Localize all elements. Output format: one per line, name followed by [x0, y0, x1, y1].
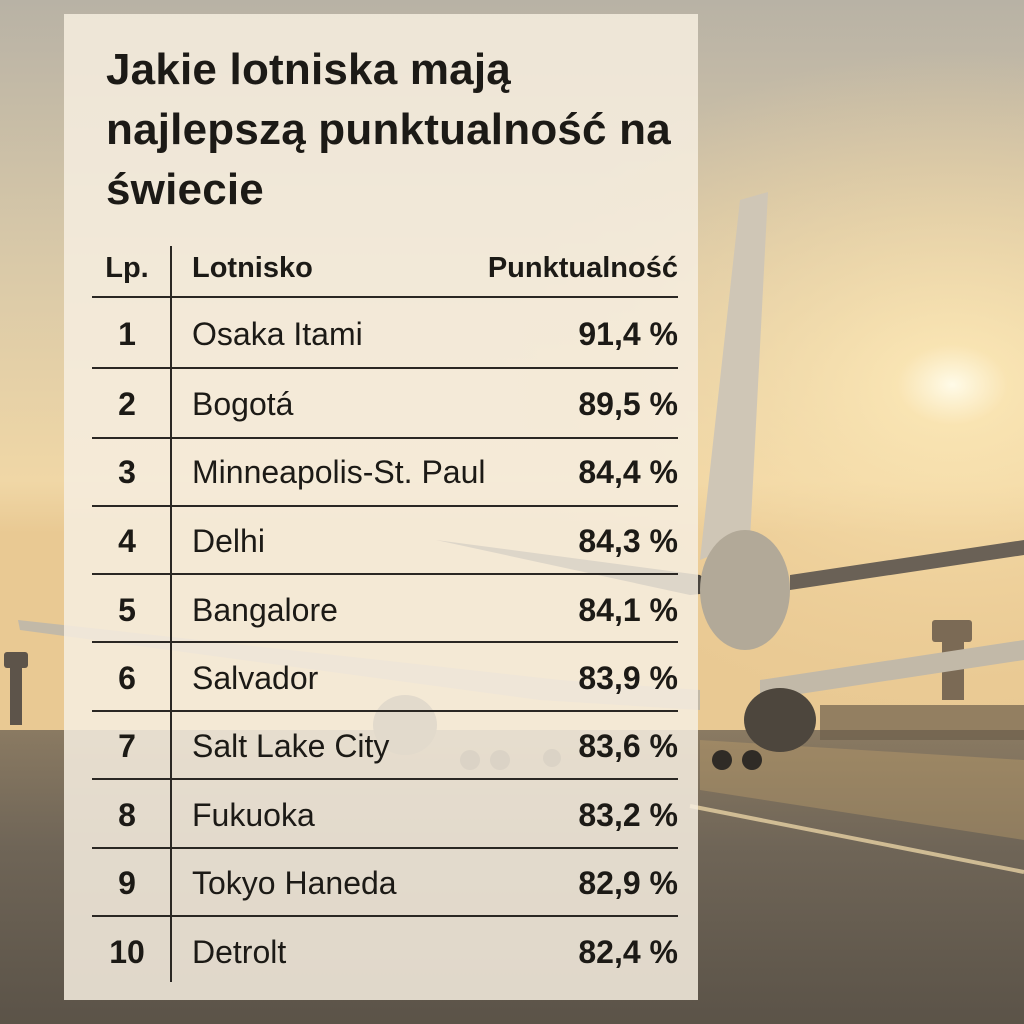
punctuality-cell: 84,1 %: [578, 592, 678, 628]
row-rule: [92, 505, 678, 507]
airport-cell: Salvador: [192, 660, 319, 696]
punctuality-cell: 83,9 %: [578, 660, 678, 696]
column-divider: [170, 246, 172, 982]
rank-cell: 6: [118, 660, 136, 696]
table-panel: [64, 14, 698, 1000]
table-row: 6 Salvador 83,9 %: [92, 644, 678, 712]
row-rule: [92, 915, 678, 917]
rank-cell: 1: [118, 316, 136, 352]
punctuality-cell: 82,4 %: [578, 934, 678, 970]
rank-cell: 3: [118, 454, 136, 490]
airport-cell: Minneapolis-St. Paul: [192, 454, 486, 490]
punctuality-cell: 83,2 %: [578, 797, 678, 833]
airport-cell: Bogotá: [192, 386, 294, 422]
row-rule: [92, 847, 678, 849]
row-rule: [92, 641, 678, 643]
table-row: 8 Fukuoka 83,2 %: [92, 781, 678, 849]
table-row: 5 Bangalore 84,1 %: [92, 576, 678, 644]
punctuality-cell: 84,3 %: [578, 523, 678, 559]
airport-cell: Tokyo Haneda: [192, 865, 397, 901]
rank-cell: 4: [118, 523, 136, 559]
row-rule: [92, 573, 678, 575]
rank-cell: 2: [118, 386, 136, 422]
header-punctuality: Punktualność: [487, 252, 678, 284]
airport-cell: Detrolt: [192, 934, 287, 970]
header-rule: [92, 296, 678, 298]
punctuality-cell: 91,4 %: [578, 316, 678, 352]
table-row: 4 Delhi 84,3 %: [92, 507, 678, 575]
row-rule: [92, 710, 678, 712]
table-row: 1 Osaka Itami 91,4 %: [92, 300, 678, 368]
airport-cell: Fukuoka: [192, 797, 315, 833]
airport-cell: Delhi: [192, 523, 265, 559]
airport-cell: Osaka Itami: [192, 316, 363, 352]
punctuality-cell: 82,9 %: [578, 865, 678, 901]
punctuality-cell: 84,4 %: [578, 454, 678, 490]
header-airport: Lotnisko: [192, 252, 313, 284]
punctuality-cell: 83,6 %: [578, 728, 678, 764]
row-rule: [92, 367, 678, 369]
rank-cell: 10: [109, 934, 145, 970]
row-rule: [92, 778, 678, 780]
rank-cell: 8: [118, 797, 136, 833]
airport-cell: Salt Lake City: [192, 728, 390, 764]
rank-cell: 7: [118, 728, 136, 764]
header-lp: Lp.: [105, 252, 149, 284]
page-title: Jakie lotniska mają najlepszą punktualno…: [106, 45, 671, 214]
table-row: 2 Bogotá 89,5 %: [92, 370, 678, 438]
table-row: 9 Tokyo Haneda 82,9 %: [92, 849, 678, 917]
airport-cell: Bangalore: [192, 592, 338, 628]
row-rule: [92, 437, 678, 439]
rank-cell: 9: [118, 865, 136, 901]
rank-cell: 5: [118, 592, 136, 628]
table-row: 3 Minneapolis-St. Paul 84,4 %: [92, 438, 678, 506]
table-row: 7 Salt Lake City 83,6 %: [92, 712, 678, 780]
punctuality-cell: 89,5 %: [578, 386, 678, 422]
table-row: 10 Detrolt 82,4 %: [92, 918, 678, 986]
